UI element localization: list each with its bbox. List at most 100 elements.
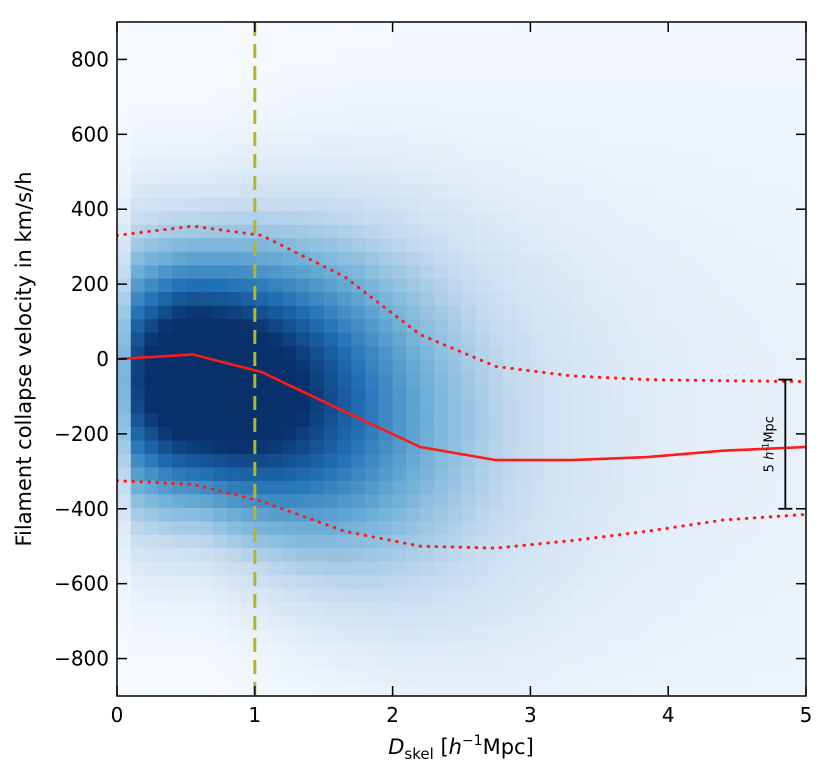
heatmap-cell bbox=[502, 62, 518, 77]
heatmap-cell bbox=[461, 372, 476, 387]
heatmap-cell bbox=[750, 102, 766, 117]
heatmap-cell bbox=[254, 412, 270, 427]
heatmap-cell bbox=[378, 183, 394, 198]
heatmap-cell bbox=[599, 22, 614, 37]
heatmap-cell bbox=[199, 493, 215, 508]
heatmap-cell bbox=[337, 251, 352, 266]
heatmap-cell bbox=[323, 278, 339, 293]
heatmap-cell bbox=[681, 507, 697, 522]
heatmap-cell bbox=[144, 170, 159, 185]
heatmap-cell bbox=[668, 453, 683, 468]
heatmap-cell bbox=[640, 412, 656, 427]
heatmap-cell bbox=[750, 601, 766, 616]
heatmap-cell bbox=[213, 439, 228, 454]
heatmap-cell bbox=[544, 75, 559, 90]
heatmap-cell bbox=[447, 574, 463, 589]
heatmap-cell bbox=[516, 291, 531, 306]
heatmap-cell bbox=[640, 264, 656, 279]
heatmap-cell bbox=[585, 129, 600, 144]
heatmap-cell bbox=[461, 574, 476, 589]
heatmap-cell bbox=[351, 547, 366, 562]
heatmap-cell bbox=[668, 655, 683, 670]
heatmap-cell bbox=[172, 237, 187, 252]
heatmap-cell bbox=[571, 574, 587, 589]
heatmap-cell bbox=[668, 48, 683, 64]
heatmap-cell bbox=[613, 305, 628, 320]
data-lines bbox=[117, 22, 806, 696]
heatmap-cell bbox=[254, 669, 270, 684]
heatmap-cell bbox=[626, 75, 642, 90]
heatmap-cell bbox=[378, 385, 394, 401]
heatmap-cell bbox=[406, 534, 421, 549]
heatmap-cell bbox=[268, 561, 283, 576]
heatmap-cell bbox=[489, 655, 504, 670]
heatmap-cell bbox=[626, 102, 642, 117]
heatmap-cell bbox=[268, 534, 283, 549]
heatmap-cell bbox=[337, 116, 352, 131]
heatmap-cell bbox=[502, 102, 518, 117]
heatmap-cell bbox=[516, 534, 531, 549]
heatmap-cell bbox=[475, 156, 490, 171]
heatmap-cell bbox=[172, 22, 187, 37]
heatmap-cell bbox=[557, 628, 573, 643]
heatmap-cell bbox=[750, 453, 766, 468]
heatmap-cell bbox=[475, 628, 490, 643]
heatmap-cell bbox=[130, 318, 146, 333]
heatmap-cell bbox=[378, 574, 394, 589]
heatmap-cell bbox=[447, 399, 463, 414]
heatmap-cell bbox=[433, 466, 449, 481]
heatmap-cell bbox=[365, 305, 380, 320]
heatmap-cell bbox=[365, 22, 380, 37]
y-tick-label: −200 bbox=[54, 422, 109, 446]
heatmap-cell bbox=[626, 372, 642, 387]
heatmap-cell bbox=[585, 534, 600, 549]
heatmap-cell bbox=[613, 35, 628, 50]
heatmap-cell bbox=[778, 682, 793, 696]
heatmap-cell bbox=[323, 62, 339, 77]
heatmap-cell bbox=[117, 170, 132, 185]
x-axis-label: Dskel [h−1Mpc] bbox=[388, 733, 534, 763]
heatmap-cell bbox=[433, 399, 449, 414]
heatmap-cell bbox=[461, 520, 476, 535]
heatmap-cell bbox=[199, 628, 215, 643]
heatmap-cell bbox=[420, 480, 435, 495]
heatmap-cell bbox=[681, 493, 697, 508]
heatmap-cell bbox=[144, 399, 159, 414]
heatmap-cell bbox=[737, 466, 752, 481]
heatmap-cell bbox=[365, 534, 380, 549]
heatmap-cell bbox=[213, 197, 228, 212]
heatmap-cell bbox=[433, 224, 449, 239]
heatmap-cell bbox=[365, 332, 380, 347]
heatmap-cell bbox=[282, 547, 297, 562]
heatmap-cell bbox=[778, 507, 793, 522]
heatmap-cell bbox=[117, 22, 132, 37]
heatmap-cell bbox=[309, 48, 325, 64]
heatmap-cell bbox=[626, 251, 642, 266]
heatmap-cell bbox=[778, 170, 793, 185]
heatmap-cell bbox=[530, 574, 545, 589]
heatmap-cell bbox=[764, 480, 780, 495]
heatmap-cell bbox=[337, 332, 352, 347]
heatmap-cell bbox=[461, 399, 476, 414]
heatmap-cell bbox=[117, 251, 132, 266]
heatmap-cell bbox=[640, 466, 656, 481]
heatmap-cell bbox=[323, 210, 339, 225]
heatmap-cell bbox=[378, 493, 394, 508]
heatmap-cell bbox=[117, 129, 132, 144]
heatmap-cell bbox=[516, 197, 531, 212]
heatmap-cell bbox=[737, 318, 752, 333]
heatmap-cell bbox=[461, 412, 476, 427]
heatmap-cell bbox=[117, 520, 132, 535]
heatmap-cell bbox=[695, 170, 711, 185]
heatmap-cell bbox=[213, 183, 228, 198]
heatmap-cell bbox=[241, 264, 256, 279]
heatmap-cell bbox=[144, 116, 159, 131]
heatmap-cell bbox=[420, 669, 435, 684]
heatmap-cell bbox=[282, 669, 297, 684]
heatmap-cell bbox=[268, 170, 283, 185]
heatmap-cell bbox=[723, 507, 738, 522]
heatmap-cell bbox=[668, 439, 683, 454]
heatmap-cell bbox=[544, 412, 559, 427]
heatmap-cell bbox=[489, 129, 504, 144]
heatmap-cell bbox=[585, 372, 600, 387]
